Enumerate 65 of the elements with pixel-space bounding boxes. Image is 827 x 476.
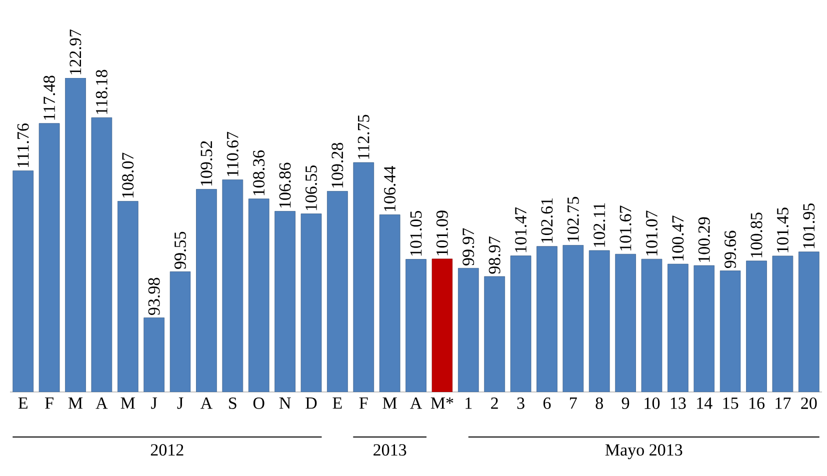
data-label: 99.55 [174,232,186,269]
data-label: 101.09 [436,210,448,256]
x-tick-label: 9 [622,398,630,409]
x-tick-label: M [68,398,83,409]
data-label: 101.05 [410,210,422,256]
data-label: 118.18 [96,70,108,114]
data-label: 108.07 [122,152,134,198]
x-tick-label: A [200,398,212,409]
data-label: 99.66 [724,230,736,268]
x-tick-label: N [279,398,291,409]
x-tick-label: 7 [570,398,577,409]
x-tick-label: 20 [801,398,817,409]
x-tick-label: 13 [670,398,686,409]
x-tick-label: 1 [466,398,472,409]
data-label: 122.97 [70,30,82,74]
x-tick-label: M [382,398,397,409]
x-tick-label: M* [430,398,454,409]
data-label: 101.07 [646,210,658,256]
x-tick-label: 10 [644,398,660,409]
x-tick-label: S [229,398,236,409]
data-label: 100.47 [672,216,684,260]
data-label: 117.48 [44,76,56,120]
x-tick-label: 14 [697,398,712,409]
data-label: 106.55 [305,165,317,210]
x-tick-label: E [18,398,28,409]
data-label: 111.76 [17,124,29,167]
data-label: 102.61 [541,198,553,243]
data-label: 106.86 [279,162,291,208]
x-tick-label: 6 [543,398,551,409]
text: Mayo 2013 [605,444,682,460]
x-tick-label: E [332,398,342,409]
x-tick-label: 2 [491,398,498,409]
x-tick-label: F [359,398,368,409]
x-tick-label: O [253,398,264,409]
x-tick-label: F [45,398,54,409]
x-tick-label: M [120,398,135,409]
text: 2012 [150,444,184,456]
data-label: 99.97 [462,228,474,266]
data-label: 108.36 [253,150,265,196]
data-label: 100.29 [698,217,710,262]
data-label: 100.85 [750,212,762,258]
x-tick-label: 8 [596,398,603,409]
data-label: 102.11 [594,203,606,247]
data-label: 101.45 [776,208,788,252]
text: 2013 [374,444,406,456]
x-tick-label: A [96,398,108,409]
x-tick-label: A [410,398,422,409]
data-label: 93.98 [148,278,160,315]
data-label: 101.67 [620,206,632,250]
data-label: 101.47 [515,207,527,252]
data-label: 109.28 [332,142,344,188]
data-label: 110.67 [226,132,238,176]
data-label: 106.44 [384,166,396,211]
data-label: 98.97 [488,236,500,274]
data-label: 112.75 [358,114,370,159]
x-tick-label: D [306,398,317,409]
x-tick-label: 16 [750,398,765,409]
x-tick-label: 17 [776,398,791,409]
x-tick-label: 3 [517,398,524,409]
x-tick-label: 15 [723,398,738,409]
x-tick-label: J [151,398,158,409]
data-label: 102.75 [567,196,579,242]
data-label: 109.52 [200,141,212,186]
x-tick-label: J [177,398,184,409]
data-label: 101.95 [803,204,815,248]
